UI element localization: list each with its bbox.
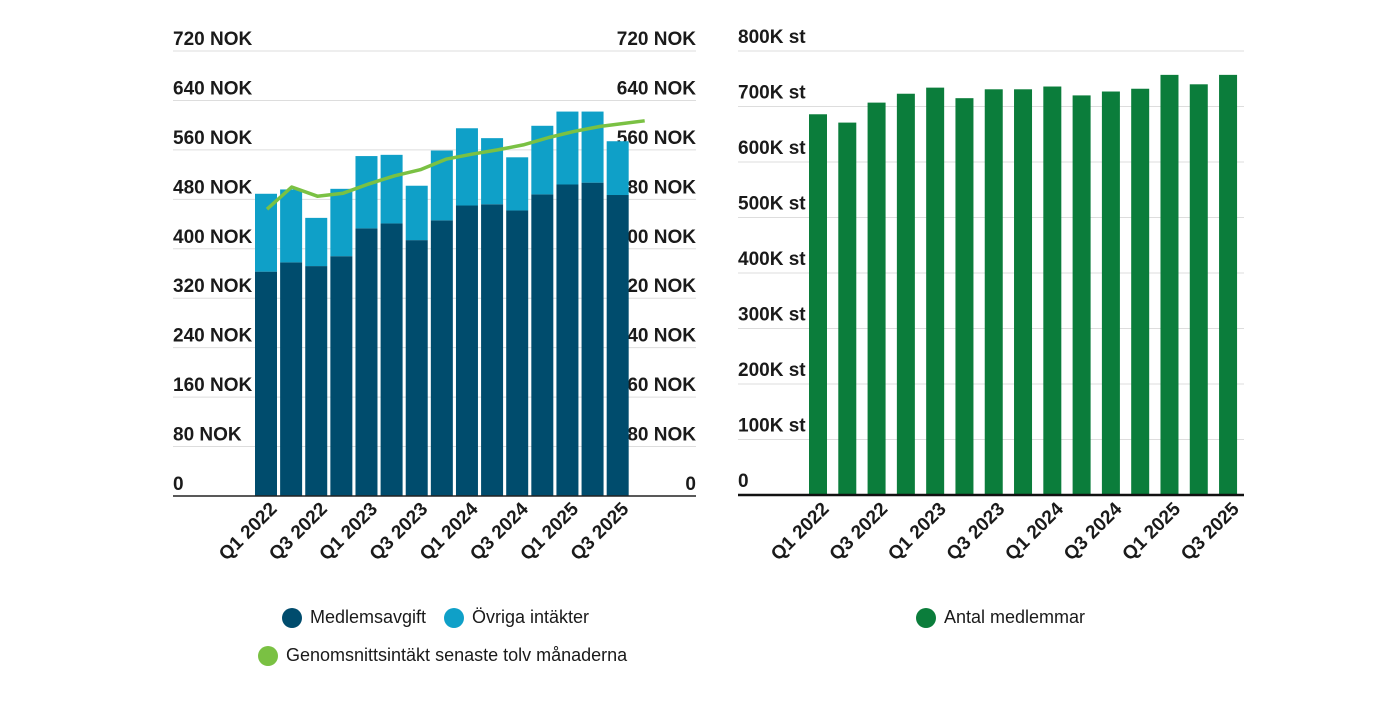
legend-swatch-ovriga-intakter bbox=[444, 608, 464, 628]
y-tick-label-left: 80 NOK bbox=[173, 425, 242, 446]
y-tick-label: 800K st bbox=[738, 27, 806, 48]
bar-ovriga-intakter-q1-2023 bbox=[355, 156, 377, 228]
legend-label-ovriga-intakter: Övriga intäkter bbox=[472, 607, 589, 628]
bar-medlemsavgift-q1-2025 bbox=[556, 185, 578, 497]
y-tick-label-left: 640 NOK bbox=[173, 78, 252, 99]
y-tick-label-left: 240 NOK bbox=[173, 326, 252, 347]
y-tick-label: 300K st bbox=[738, 305, 806, 326]
x-tick-label: Q3 2024 bbox=[1060, 498, 1127, 565]
bar-ovriga-intakter-q1-2024 bbox=[456, 128, 478, 205]
y-tick-label-right: 720 NOK bbox=[617, 29, 696, 50]
bar-antal-medlemmar-q2-2024 bbox=[1073, 95, 1091, 495]
y-tick-label-right: 560 NOK bbox=[617, 128, 696, 149]
y-tick-label-left: 160 NOK bbox=[173, 375, 252, 396]
y-tick-label-right: 480 NOK bbox=[617, 177, 696, 198]
x-tick-label: Q3 2025 bbox=[1177, 498, 1244, 565]
y-tick-label-left: 480 NOK bbox=[173, 177, 252, 198]
bar-medlemsavgift-q3-2023 bbox=[406, 240, 428, 496]
y-tick-label-left: 400 NOK bbox=[173, 227, 252, 248]
bar-medlemsavgift-q4-2023 bbox=[431, 220, 453, 496]
bar-medlemsavgift-q4-2022 bbox=[330, 256, 352, 496]
y-tick-label: 600K st bbox=[738, 138, 806, 159]
y-tick-label: 400K st bbox=[738, 249, 806, 270]
revenue-chart: 0 0 80 NOK 80 NOK 160 NOK 160 NOK 240 NOK 240 N… bbox=[0, 0, 700, 590]
bar-antal-medlemmar-q3-2025 bbox=[1219, 75, 1237, 495]
bar-antal-medlemmar-q3-2023 bbox=[985, 89, 1003, 495]
y-tick-label-right: 0 bbox=[685, 474, 696, 495]
y-tick-label: 0 bbox=[738, 471, 749, 492]
y-tick-label-left: 320 NOK bbox=[173, 276, 252, 297]
bar-ovriga-intakter-q3-2025 bbox=[607, 141, 629, 195]
x-tick-label: Q1 2024 bbox=[1001, 498, 1068, 565]
bar-antal-medlemmar-q1-2024 bbox=[1043, 87, 1061, 495]
bar-ovriga-intakter-q3-2023 bbox=[406, 186, 428, 240]
bar-antal-medlemmar-q2-2023 bbox=[955, 98, 973, 495]
bar-ovriga-intakter-q3-2022 bbox=[305, 218, 327, 266]
bar-antal-medlemmar-q4-2023 bbox=[1014, 89, 1032, 495]
legend-label-antal-medlemmar: Antal medlemmar bbox=[944, 607, 1085, 628]
bar-antal-medlemmar-q1-2023 bbox=[926, 88, 944, 495]
bar-antal-medlemmar-q2-2025 bbox=[1190, 84, 1208, 495]
legend-genomsnittsintakt: Genomsnittsintäkt senaste tolv månaderna bbox=[258, 645, 627, 666]
legend-swatch-genomsnittsintakt bbox=[258, 646, 278, 666]
legend-antal-medlemmar: Antal medlemmar bbox=[916, 607, 1085, 628]
y-tick-label-right: 320 NOK bbox=[617, 276, 696, 297]
x-tick-label: Q3 2022 bbox=[826, 499, 892, 565]
y-tick-label: 700K st bbox=[738, 83, 806, 104]
y-tick-label-right: 640 NOK bbox=[617, 78, 696, 99]
bar-medlemsavgift-q3-2025 bbox=[607, 195, 629, 496]
bar-antal-medlemmar-q3-2024 bbox=[1102, 92, 1120, 495]
legend-swatch-antal-medlemmar bbox=[916, 608, 936, 628]
bar-antal-medlemmar-q1-2025 bbox=[1160, 75, 1178, 495]
y-tick-label-right: 80 NOK bbox=[627, 425, 696, 446]
bar-medlemsavgift-q4-2024 bbox=[531, 194, 553, 496]
bar-medlemsavgift-q3-2022 bbox=[305, 266, 327, 496]
bar-ovriga-intakter-q2-2023 bbox=[381, 155, 403, 224]
y-tick-label-left: 0 bbox=[173, 474, 184, 495]
bar-ovriga-intakter-q1-2025 bbox=[556, 112, 578, 185]
legend-medlemsavgift: Medlemsavgift bbox=[282, 607, 426, 628]
x-tick-label: Q1 2025 bbox=[1119, 498, 1186, 565]
y-tick-label-left: 720 NOK bbox=[173, 29, 252, 50]
x-tick-label: Q1 2023 bbox=[884, 499, 950, 565]
x-tick-label: Q3 2023 bbox=[943, 499, 1009, 565]
bar-antal-medlemmar-q4-2022 bbox=[897, 94, 915, 495]
legend-label-medlemsavgift: Medlemsavgift bbox=[310, 607, 426, 628]
legend-label-genomsnittsintakt: Genomsnittsintäkt senaste tolv månaderna bbox=[286, 645, 627, 666]
bar-medlemsavgift-q2-2023 bbox=[381, 223, 403, 496]
bar-medlemsavgift-q1-2023 bbox=[355, 228, 377, 496]
y-tick-label-right: 400 NOK bbox=[617, 227, 696, 248]
bar-medlemsavgift-q1-2022 bbox=[255, 272, 277, 496]
legend-ovriga-intakter: Övriga intäkter bbox=[444, 607, 589, 628]
bar-antal-medlemmar-q4-2024 bbox=[1131, 89, 1149, 495]
bar-medlemsavgift-q1-2024 bbox=[456, 206, 478, 496]
bar-medlemsavgift-q2-2025 bbox=[582, 183, 604, 496]
bar-medlemsavgift-q2-2022 bbox=[280, 262, 302, 496]
bar-ovriga-intakter-q3-2024 bbox=[506, 157, 528, 210]
bar-medlemsavgift-q2-2024 bbox=[481, 204, 503, 496]
x-tick-label: Q1 2022 bbox=[767, 499, 833, 565]
bar-ovriga-intakter-q4-2022 bbox=[330, 189, 352, 256]
members-chart: 0 100K st 200K st 300K st 400K st 500K st 600K… bbox=[700, 0, 1380, 590]
y-tick-label-right: 160 NOK bbox=[617, 375, 696, 396]
y-tick-label: 100K st bbox=[738, 416, 806, 437]
legend-swatch-medlemsavgift bbox=[282, 608, 302, 628]
y-tick-label-left: 560 NOK bbox=[173, 128, 252, 149]
bar-antal-medlemmar-q2-2022 bbox=[838, 123, 856, 495]
bar-ovriga-intakter-q2-2025 bbox=[582, 112, 604, 183]
y-tick-label: 500K st bbox=[738, 194, 806, 215]
y-tick-label: 200K st bbox=[738, 360, 806, 381]
bar-ovriga-intakter-q2-2022 bbox=[280, 189, 302, 262]
y-tick-label-right: 240 NOK bbox=[617, 326, 696, 347]
bar-antal-medlemmar-q1-2022 bbox=[809, 114, 827, 495]
bar-antal-medlemmar-q3-2022 bbox=[868, 103, 886, 495]
bar-medlemsavgift-q3-2024 bbox=[506, 210, 528, 496]
